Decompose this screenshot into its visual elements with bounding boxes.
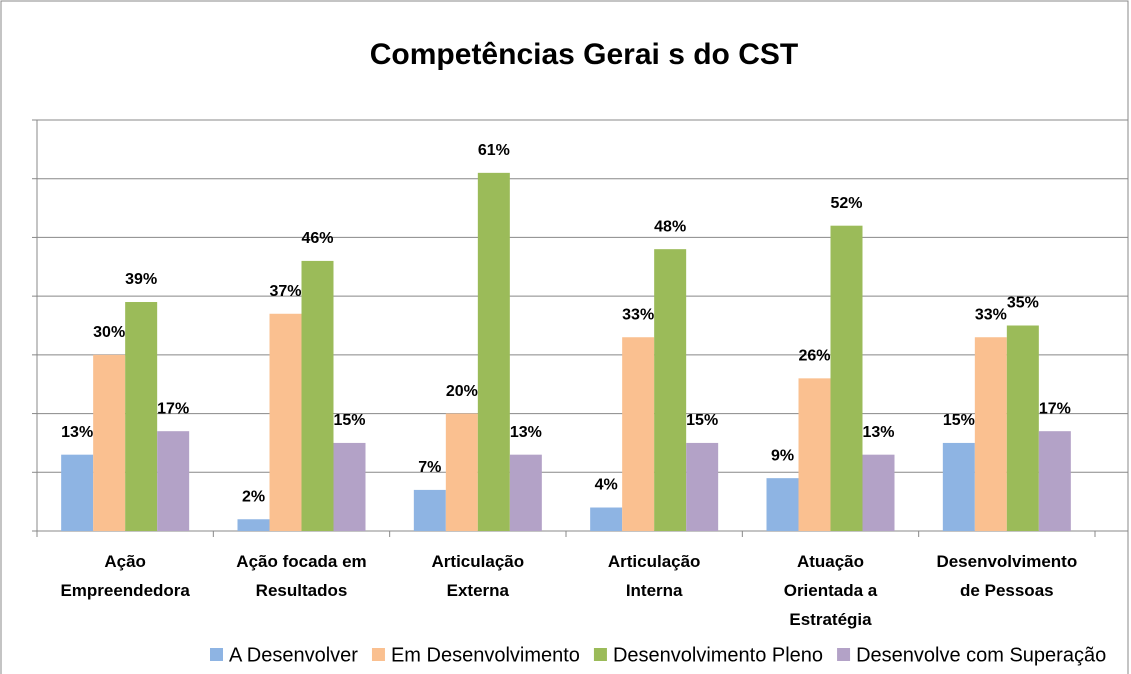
value-label: 39% [125, 271, 157, 288]
legend-label: Em Desenvolvimento [391, 644, 580, 666]
value-label: 48% [654, 218, 686, 235]
value-label: 15% [686, 412, 718, 429]
x-tick-label: Ação Empreendedora [60, 552, 190, 600]
legend-label: A Desenvolver [229, 644, 358, 666]
bar [974, 337, 1007, 531]
bar [125, 302, 158, 531]
bar [269, 313, 302, 531]
legend-swatch [371, 648, 385, 661]
legend-label: Desenvolve com Superação [856, 644, 1106, 666]
bar [413, 489, 446, 531]
x-tick-label: Ação focada em Resultados [236, 552, 366, 600]
bar [237, 519, 270, 531]
value-label: 13% [61, 424, 93, 441]
bar [61, 454, 94, 531]
value-label: 46% [301, 230, 333, 247]
value-label: 20% [446, 383, 478, 400]
bar [1006, 325, 1039, 531]
value-label: 26% [798, 348, 830, 365]
bar [942, 442, 975, 531]
bar [798, 378, 831, 531]
bar [686, 442, 719, 531]
bar [301, 260, 334, 531]
value-label: 35% [1007, 295, 1039, 312]
bar [622, 337, 655, 531]
value-label: 17% [157, 400, 189, 417]
chart-title: Competências Gerai s do CST [370, 38, 798, 71]
legend-label: Desenvolvimento Pleno [613, 644, 823, 666]
value-label: 13% [510, 424, 542, 441]
bar [654, 249, 687, 531]
bar [333, 442, 366, 531]
legend-swatch [837, 648, 851, 661]
legend-swatch [593, 648, 607, 661]
bar [509, 454, 542, 531]
value-label: 13% [862, 424, 894, 441]
bar [445, 413, 478, 531]
value-label: 37% [269, 283, 301, 300]
value-label: 33% [975, 306, 1007, 323]
x-tick-label: Desenvolvimento de Pessoas [936, 552, 1077, 600]
bar [1038, 431, 1071, 531]
bar [477, 172, 510, 532]
value-label: 4% [595, 477, 618, 494]
x-tick-label: Articulação Interna [608, 552, 701, 600]
bar [157, 431, 190, 531]
value-label: 61% [478, 142, 510, 159]
value-label: 17% [1039, 400, 1071, 417]
value-label: 52% [830, 195, 862, 212]
bar [766, 478, 799, 531]
value-label: 2% [242, 488, 265, 505]
bar [93, 354, 126, 531]
value-label: 15% [333, 412, 365, 429]
value-label: 33% [622, 306, 654, 323]
x-tick-label: Articulação Externa [432, 552, 525, 600]
value-label: 9% [771, 447, 794, 464]
value-label: 7% [418, 459, 441, 476]
x-tick-label: Atuação Orientada a Estratégia [784, 552, 878, 629]
value-label: 30% [93, 324, 125, 341]
bar [830, 225, 863, 531]
value-label: 15% [943, 412, 975, 429]
bar [590, 507, 623, 531]
legend-swatch [210, 648, 223, 661]
bar [862, 454, 895, 531]
